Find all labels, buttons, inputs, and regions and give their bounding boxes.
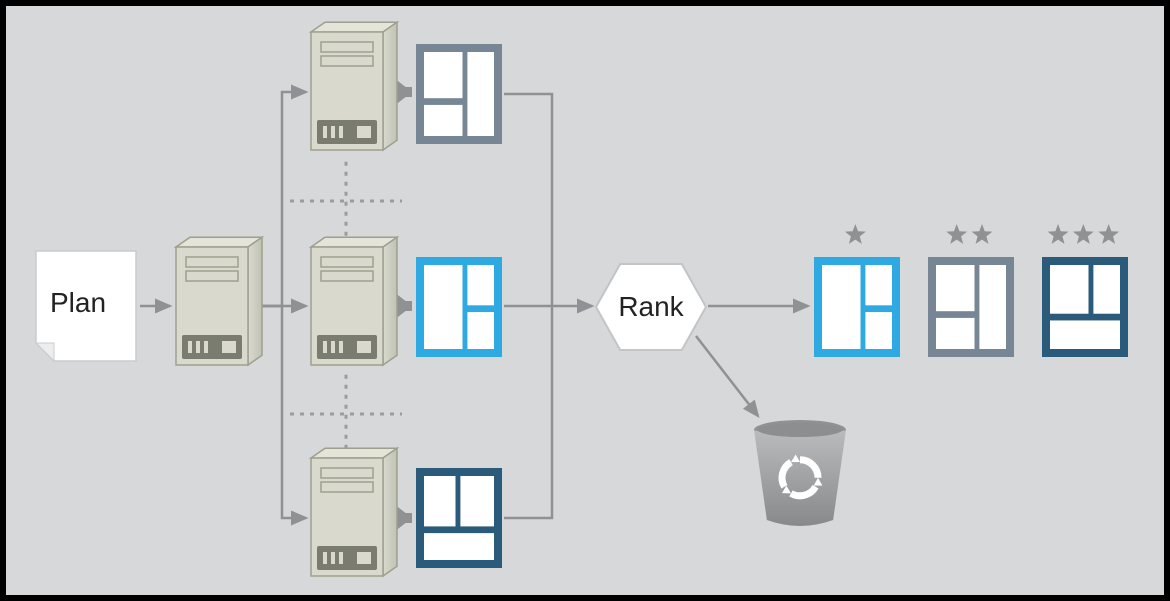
- rank-label: Rank: [618, 291, 684, 322]
- ranked-layout-3: [1042, 257, 1128, 357]
- star-icon: [1098, 224, 1119, 244]
- plan-document: Plan: [36, 251, 136, 361]
- plan-label: Plan: [50, 287, 106, 318]
- trash-bin: [754, 420, 846, 526]
- edge: [504, 306, 552, 518]
- diagram-svg: Plan Rank: [6, 6, 1164, 595]
- star-icon: [845, 224, 866, 244]
- star-icon: [1073, 224, 1094, 244]
- dotted-cross: [290, 375, 402, 453]
- stars-3: [1048, 224, 1120, 244]
- ranked-layout-2: [928, 257, 1014, 357]
- ranked-layout-1: [814, 257, 900, 357]
- dotted-cross: [290, 162, 402, 240]
- edge: [504, 94, 552, 306]
- rank-hexagon: Rank: [596, 264, 706, 350]
- edge: [696, 336, 758, 416]
- stars-1: [845, 224, 866, 244]
- star-icon: [972, 224, 993, 244]
- candidate-layout-2: [416, 257, 502, 357]
- server-hub: [176, 237, 262, 365]
- diagram-frame: Plan Rank: [0, 0, 1170, 601]
- star-icon: [946, 224, 967, 244]
- stars-2: [946, 224, 992, 244]
- candidate-layout-1: [416, 44, 502, 144]
- candidate-layout-3: [416, 468, 502, 568]
- server-worker-2: [311, 237, 397, 365]
- server-worker-3: [311, 448, 397, 576]
- star-icon: [1048, 224, 1069, 244]
- server-worker-1: [311, 22, 397, 150]
